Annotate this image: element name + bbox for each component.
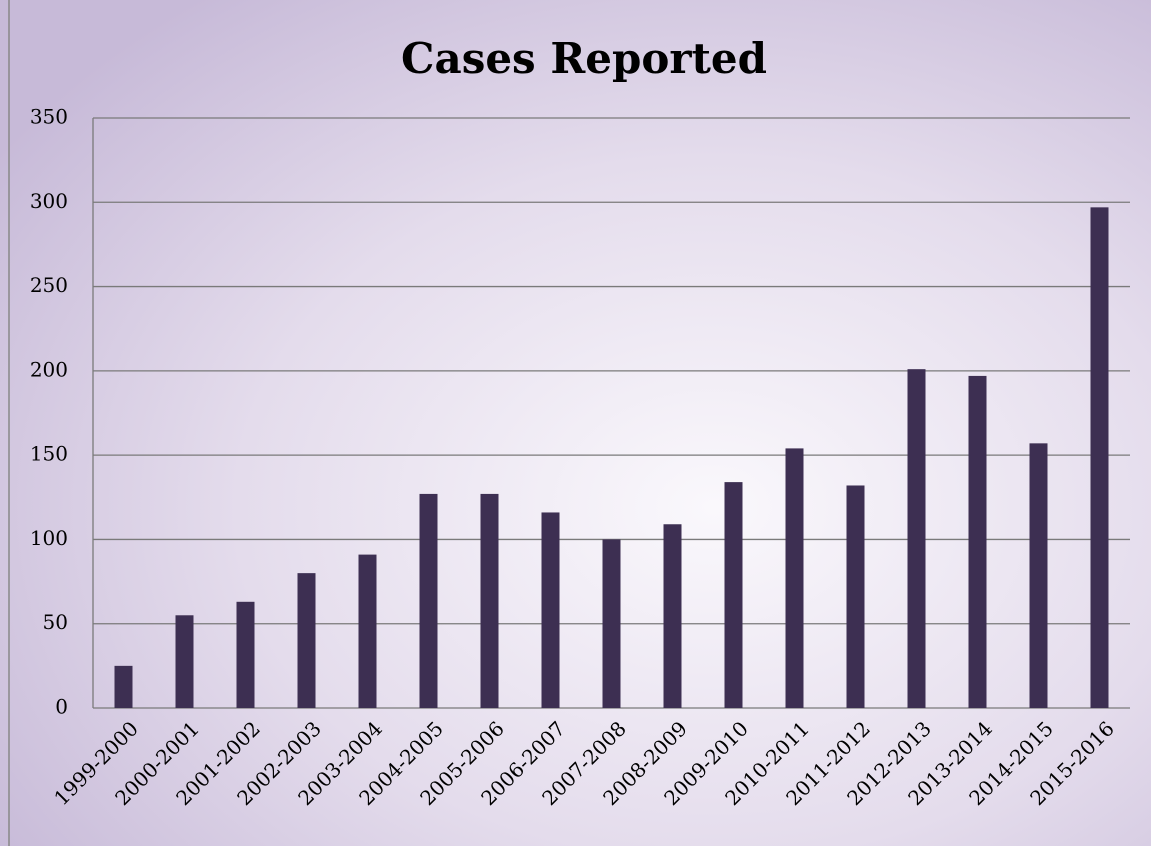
bar [663,524,682,708]
bar [297,573,316,708]
y-tick-label: 0 [55,695,68,719]
y-tick-label: 350 [30,105,68,129]
y-tick-label: 50 [43,610,68,634]
bar [968,375,987,708]
y-tick-label: 300 [30,189,68,213]
y-tick-label: 100 [30,526,68,550]
y-tick-label: 150 [30,442,68,466]
bar [785,448,804,708]
bar [846,485,865,708]
bar [175,615,194,708]
y-tick-label: 250 [30,273,68,297]
bar [358,554,377,708]
bar [236,601,255,708]
bar [419,493,438,708]
bar [602,539,621,708]
chart-title: Cases Reported [401,34,767,83]
bar [541,512,560,708]
y-tick-label: 200 [30,357,68,381]
bar [1090,207,1109,709]
bar [480,493,499,708]
bar [724,482,743,708]
bar [1029,443,1048,708]
bar [114,665,133,708]
bar [907,369,926,708]
